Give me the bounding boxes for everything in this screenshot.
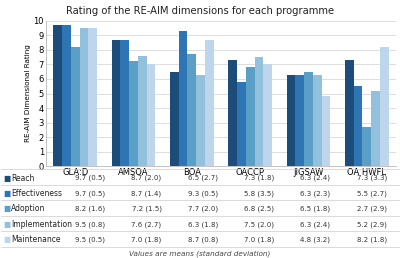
Text: 9.7 (0.5): 9.7 (0.5): [75, 175, 105, 181]
Text: 8.7 (0.8): 8.7 (0.8): [188, 237, 218, 243]
Text: 6.3 (2.4): 6.3 (2.4): [300, 175, 330, 181]
Text: 9.3 (0.5): 9.3 (0.5): [188, 190, 218, 197]
Text: ■: ■: [3, 236, 10, 244]
Text: 7.0 (1.8): 7.0 (1.8): [244, 237, 274, 243]
Text: 8.2 (1.8): 8.2 (1.8): [357, 237, 387, 243]
Text: Rating of the RE-AIM dimensions for each programme: Rating of the RE-AIM dimensions for each…: [66, 6, 334, 17]
Text: 7.2 (1.5): 7.2 (1.5): [132, 206, 162, 212]
Bar: [237, 82, 246, 166]
Text: 5.2 (2.9): 5.2 (2.9): [357, 221, 387, 228]
Text: ■: ■: [3, 205, 10, 213]
Text: Implementation: Implementation: [11, 220, 72, 229]
Bar: [71, 47, 80, 166]
Bar: [138, 56, 147, 166]
Bar: [112, 39, 120, 166]
Text: 5.8 (3.5): 5.8 (3.5): [244, 190, 274, 197]
Bar: [205, 39, 214, 166]
Bar: [313, 75, 322, 166]
Bar: [53, 25, 62, 166]
Text: 4.8 (3.2): 4.8 (3.2): [300, 237, 330, 243]
Text: 7.3 (3.3): 7.3 (3.3): [357, 175, 387, 181]
Text: Adoption: Adoption: [11, 205, 46, 213]
Bar: [196, 75, 205, 166]
Bar: [62, 25, 71, 166]
Bar: [170, 72, 179, 166]
Text: 7.3 (1.8): 7.3 (1.8): [244, 175, 274, 181]
Text: 9.7 (0.5): 9.7 (0.5): [75, 190, 105, 197]
Bar: [254, 57, 263, 166]
Text: 9.5 (0.8): 9.5 (0.8): [75, 221, 105, 228]
Bar: [188, 54, 196, 166]
Text: 7.6 (2.7): 7.6 (2.7): [132, 221, 162, 228]
Text: 6.5 (2.7): 6.5 (2.7): [188, 175, 218, 181]
Text: Values are means (standard deviation): Values are means (standard deviation): [129, 250, 271, 257]
Bar: [304, 72, 313, 166]
Bar: [179, 31, 188, 166]
Text: Effectiveness: Effectiveness: [11, 189, 62, 198]
Text: 6.8 (2.5): 6.8 (2.5): [244, 206, 274, 212]
Text: Reach: Reach: [11, 174, 34, 182]
Bar: [80, 28, 88, 166]
Bar: [120, 39, 129, 166]
Bar: [88, 28, 97, 166]
Bar: [371, 91, 380, 166]
Text: 8.2 (1.6): 8.2 (1.6): [75, 206, 105, 212]
Bar: [322, 96, 330, 166]
Text: 8.7 (2.0): 8.7 (2.0): [132, 175, 162, 181]
Text: 9.5 (0.5): 9.5 (0.5): [75, 237, 105, 243]
Bar: [246, 67, 254, 166]
Text: 7.7 (2.0): 7.7 (2.0): [188, 206, 218, 212]
Text: 8.7 (1.4): 8.7 (1.4): [132, 190, 162, 197]
Text: ■: ■: [3, 220, 10, 229]
Bar: [362, 127, 371, 166]
Bar: [129, 61, 138, 166]
Text: 6.5 (1.8): 6.5 (1.8): [300, 206, 330, 212]
Text: 7.5 (2.0): 7.5 (2.0): [244, 221, 274, 228]
Text: ■: ■: [3, 174, 10, 182]
Text: 5.5 (2.7): 5.5 (2.7): [357, 190, 387, 197]
Bar: [263, 64, 272, 166]
Text: 2.7 (2.9): 2.7 (2.9): [357, 206, 387, 212]
Text: 6.3 (2.3): 6.3 (2.3): [300, 190, 330, 197]
Text: 6.3 (1.8): 6.3 (1.8): [188, 221, 218, 228]
Bar: [354, 86, 362, 166]
Text: 7.0 (1.8): 7.0 (1.8): [131, 237, 162, 243]
Bar: [147, 64, 155, 166]
Bar: [295, 75, 304, 166]
Y-axis label: RE-AIM Dimensional Rating: RE-AIM Dimensional Rating: [25, 45, 31, 142]
Bar: [380, 47, 389, 166]
Text: ■: ■: [3, 189, 10, 198]
Text: Maintenance: Maintenance: [11, 236, 61, 244]
Bar: [287, 75, 295, 166]
Bar: [345, 60, 354, 166]
Bar: [228, 60, 237, 166]
Text: 6.3 (2.4): 6.3 (2.4): [300, 221, 330, 228]
